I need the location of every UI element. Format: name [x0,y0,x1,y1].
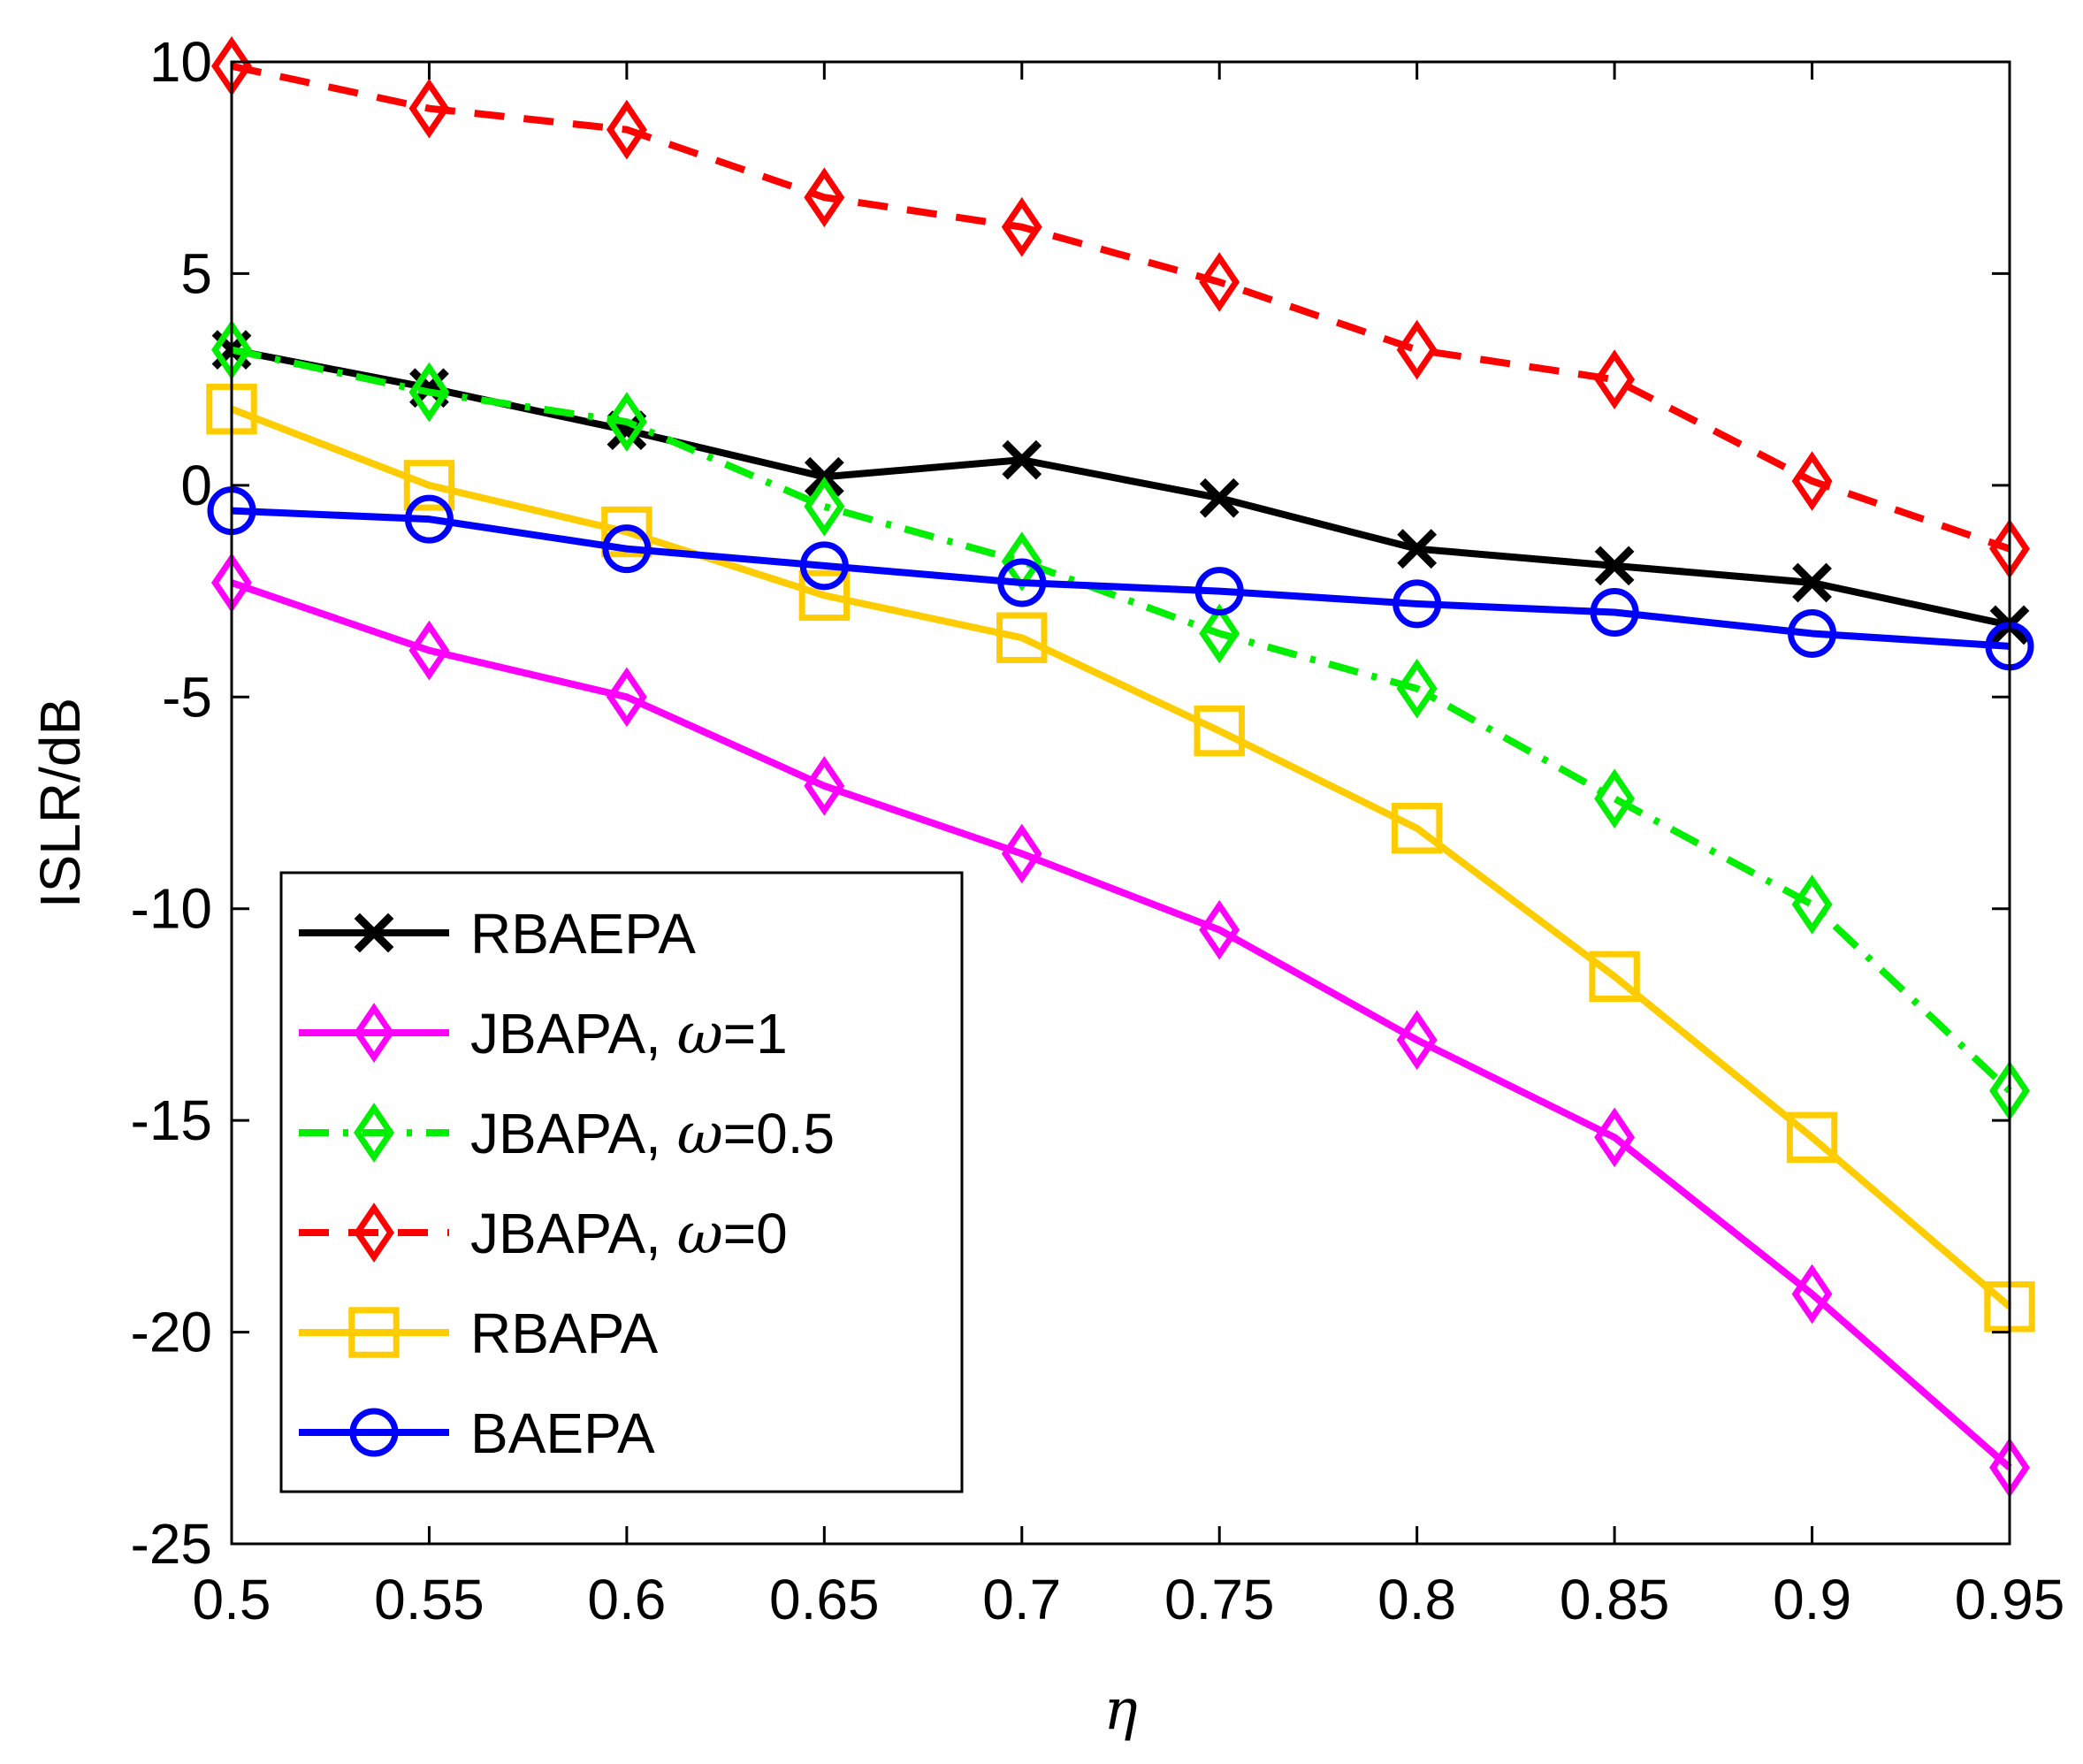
data-point [799,541,849,591]
data-point [804,756,845,816]
legend-marker [354,1103,394,1163]
series-line [231,346,2012,1094]
data-point [601,506,652,558]
data-point [1001,196,1042,257]
data-point [1199,899,1240,960]
series-2 [211,319,2030,1121]
x-tick-label: 0.85 [1560,1568,1670,1631]
y-tick-label: 10 [149,30,212,94]
series-line [230,405,2012,1310]
series-1 [211,553,2030,1498]
data-point [1594,546,1635,586]
legend-entry: JBAPA, ω=1 [299,1002,788,1067]
x-tick-label: 0.7 [982,1568,1061,1631]
legend-label: JBAPA, ω=0 [470,1202,788,1267]
data-point [1594,349,1636,409]
legend-marker [354,913,394,953]
data-point [602,524,652,574]
series-line [231,507,2011,650]
data-point [1397,529,1438,569]
y-tick-label: 5 [180,241,212,305]
x-tick-label: 0.9 [1773,1568,1851,1631]
data-point [798,569,851,622]
y-axis-label: ISLR/dB [28,698,92,908]
legend-marker [354,1003,394,1063]
data-point [408,78,450,139]
data-point [1001,823,1042,884]
x-tick-label: 0.5 [193,1568,271,1631]
axes-box [230,60,2011,1546]
data-point [408,620,450,681]
data-point [1396,1010,1438,1070]
data-point [1194,567,1244,616]
legend-label: RBAEPA [470,902,696,966]
data-point [1396,658,1438,719]
y-tick-label: -5 [162,665,212,729]
data-point [1594,1107,1636,1168]
legend-entry: RBAPA [299,1302,659,1365]
data-point [1199,477,1240,518]
legend-label: JBAPA, ω=1 [470,1002,788,1067]
y-tick-label: -20 [131,1301,213,1364]
legend-label: JBAPA, ω=0.5 [470,1102,835,1167]
series-line [231,62,2011,553]
data-point [606,99,647,160]
data-point [1002,439,1042,480]
data-point [996,612,1048,663]
series-layer [206,35,2035,1498]
legend-box [279,871,964,1493]
data-point [1392,579,1442,629]
x-tick-label: 0.55 [374,1568,485,1631]
data-point [1791,1264,1833,1325]
x-axis-label: η [1103,1677,1137,1743]
data-point [1594,768,1636,829]
axes-layer: 0.5 0.55 0.6 0.65 0.7 0.75 0.8 0.85 0.9 0.95 -25 -2… [131,30,2065,1631]
data-point [606,392,647,452]
y-tick-label: -25 [131,1512,213,1576]
data-point [1194,705,1245,757]
x-tick-label: 0.75 [1164,1568,1275,1631]
data-point [1590,588,1639,638]
legend-entry: BAEPA [299,1401,655,1465]
series-3 [211,35,2030,579]
data-point [1791,874,1833,935]
legend-marker [348,1307,400,1358]
legend-marker [354,1203,394,1263]
data-point [403,460,455,511]
data-point [1792,562,1832,603]
legend-label: BAEPA [470,1401,655,1465]
y-tick-label: -15 [131,1088,213,1152]
data-point [1788,608,1837,658]
data-point [1199,603,1240,664]
legend-entry: JBAPA, ω=0.5 [299,1102,835,1167]
legend-marker [349,1408,399,1457]
data-point [997,558,1047,607]
series-line [230,579,2012,1470]
x-tick-label: 0.95 [1955,1568,2065,1631]
data-point [804,167,845,228]
y-tick-label: 0 [180,454,212,517]
x-tick-label: 0.8 [1377,1568,1456,1631]
data-point [1791,451,1833,511]
legend-entry: JBAPA, ω=0 [299,1202,788,1267]
data-point [408,362,450,423]
data-point [1589,951,1640,1003]
legend-entry: RBAEPA [299,902,696,966]
data-point [804,476,845,537]
legend-label: RBAPA [470,1302,659,1365]
data-point [1396,319,1438,380]
data-point [1786,1111,1838,1163]
legend: RBAEPA JBAPA, ω=1 JBAPA, ω=0.5 JBAPA, ω=0 RB… [279,871,964,1493]
data-point [1391,803,1443,854]
data-point [606,667,647,728]
x-tick-label: 0.65 [769,1568,880,1631]
x-tick-label: 0.6 [587,1568,666,1631]
data-point [1199,252,1240,312]
y-tick-label: -10 [131,877,213,941]
data-point [404,494,454,544]
